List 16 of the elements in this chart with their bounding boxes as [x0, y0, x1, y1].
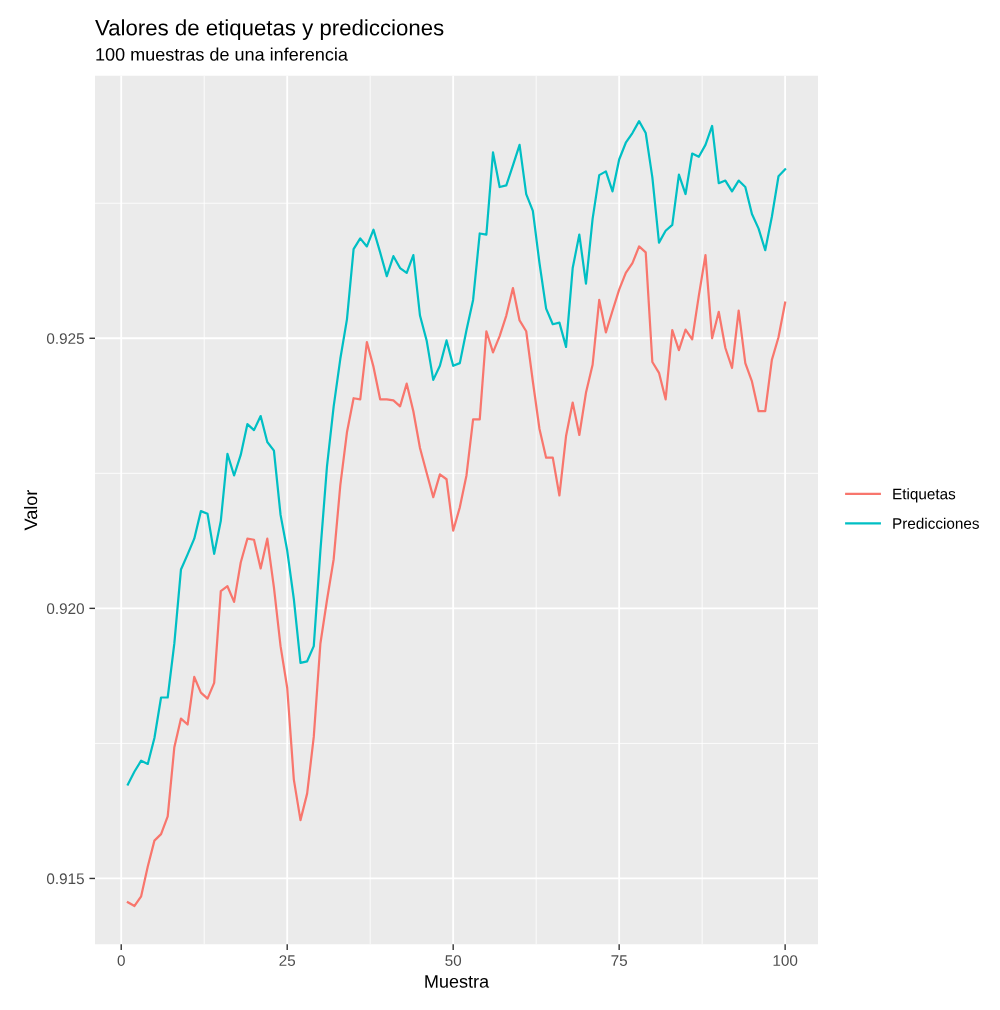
line-series	[126, 245, 787, 908]
x-tick-label: 25	[279, 955, 296, 966]
y-tick-label: 0.915	[46, 873, 84, 885]
legend-label: Predicciones	[893, 517, 979, 529]
x-tick-label: 100	[773, 955, 798, 966]
x-tick-label: 0	[117, 955, 125, 966]
chart-subtitle: 100 muestras de una inferencia	[96, 47, 348, 61]
y-axis-title: Valor	[23, 489, 38, 531]
chart-title: Valores de etiquetas y predicciones	[95, 19, 444, 40]
y-tick-label: 0.920	[46, 603, 84, 615]
x-tick-label: 75	[611, 955, 628, 966]
line-series	[126, 120, 787, 786]
x-tick-label: 50	[445, 955, 462, 966]
y-tick-label: 0.925	[46, 333, 84, 344]
legend-label: Etiquetas	[893, 488, 956, 503]
x-axis-title: Muestra	[425, 975, 490, 988]
